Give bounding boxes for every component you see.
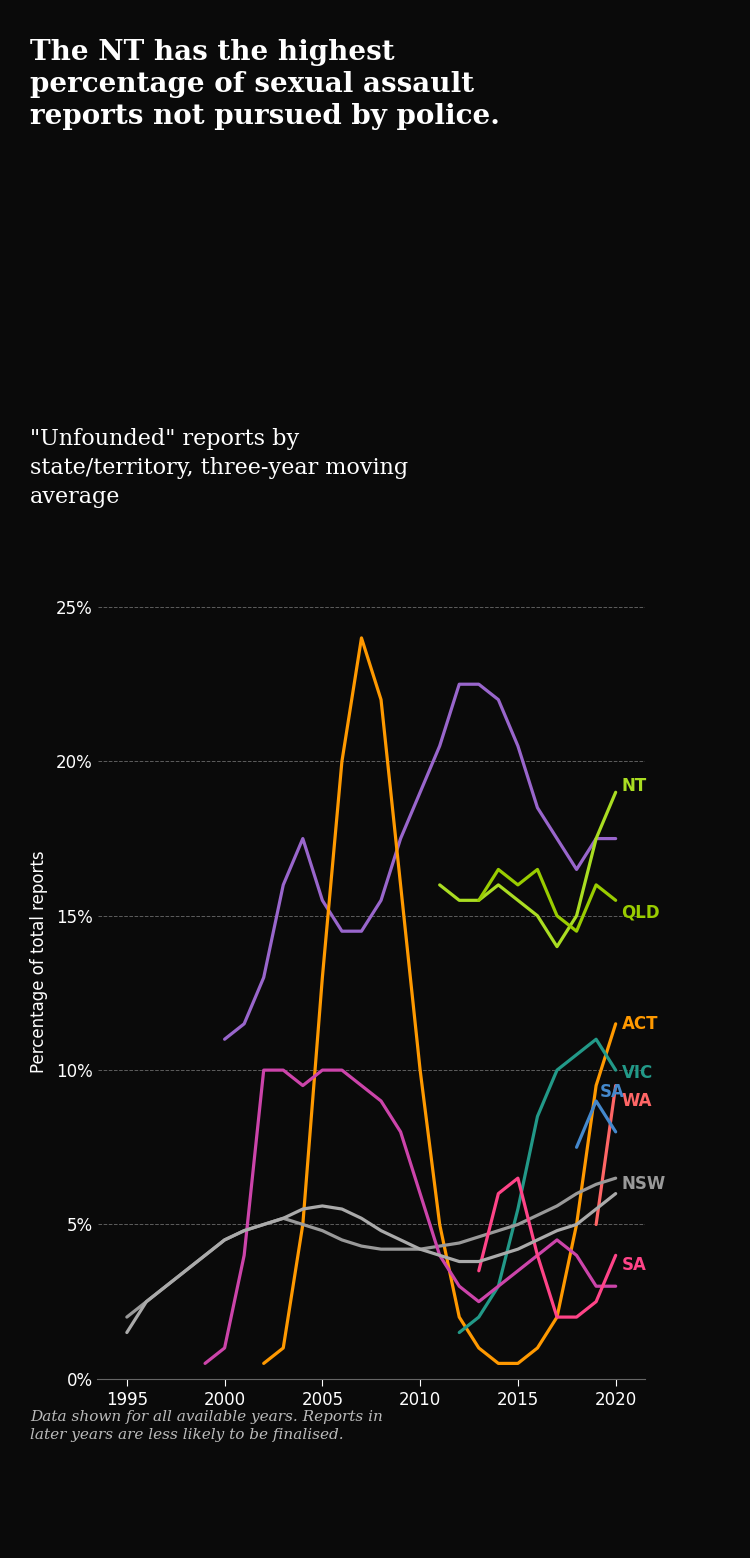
- Text: Data shown for all available years. Reports in
later years are less likely to be: Data shown for all available years. Repo…: [30, 1410, 382, 1443]
- Y-axis label: Percentage of total reports: Percentage of total reports: [29, 851, 47, 1073]
- Text: WA: WA: [622, 1092, 652, 1109]
- Text: "Unfounded" reports by
state/territory, three-year moving
average: "Unfounded" reports by state/territory, …: [30, 428, 408, 508]
- Text: The NT has the highest
percentage of sexual assault
reports not pursued by polic: The NT has the highest percentage of sex…: [30, 39, 500, 131]
- Text: SA: SA: [600, 1083, 625, 1100]
- Text: NSW: NSW: [622, 1175, 666, 1193]
- Text: ACT: ACT: [622, 1014, 658, 1033]
- Text: NT: NT: [622, 777, 646, 795]
- Text: VIC: VIC: [622, 1064, 652, 1083]
- Text: QLD: QLD: [622, 904, 660, 922]
- Text: SA: SA: [622, 1256, 646, 1273]
